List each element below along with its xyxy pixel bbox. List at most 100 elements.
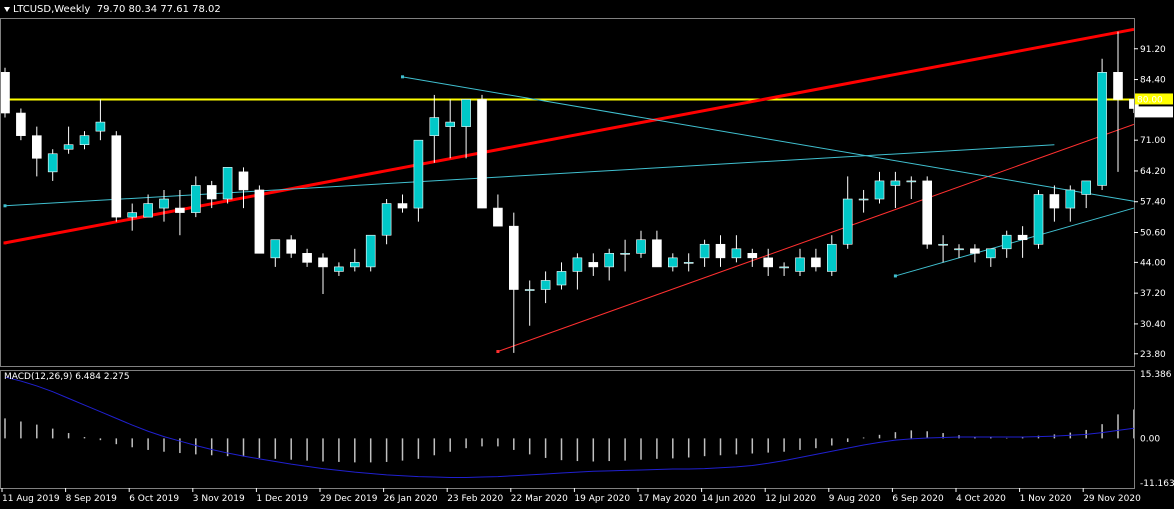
candle-body bbox=[95, 121, 106, 132]
macd-label: MACD(12,26,9) 6.484 2.275 bbox=[4, 372, 130, 382]
candle-body bbox=[731, 248, 742, 259]
candle-body bbox=[349, 262, 360, 268]
candle-body bbox=[1081, 180, 1091, 195]
candle-body bbox=[254, 189, 265, 254]
y-tick-label: 91.20 bbox=[1140, 45, 1166, 55]
candle-body bbox=[413, 139, 424, 209]
candle-body bbox=[191, 185, 201, 213]
x-tick-label: 19 Apr 2020 bbox=[574, 494, 630, 504]
candle-body bbox=[1113, 72, 1123, 100]
x-tick-label: 29 Dec 2019 bbox=[320, 494, 378, 504]
candle-body bbox=[747, 253, 758, 259]
symbol-label: LTCUSD,Weekly bbox=[13, 4, 91, 15]
y-tick-label: 50.60 bbox=[1140, 229, 1166, 239]
macd-panel bbox=[4, 376, 1135, 478]
price-panel-frame bbox=[0, 18, 1135, 367]
y-tick-label: 78.02 bbox=[1137, 108, 1163, 118]
y-tick-label: 84.40 bbox=[1140, 76, 1166, 86]
candle-body bbox=[763, 257, 774, 268]
trendline bbox=[4, 27, 1135, 245]
candle-body bbox=[461, 99, 471, 127]
y-tick-label: 71.00 bbox=[1140, 136, 1166, 146]
candle-body bbox=[127, 212, 137, 218]
candle-body bbox=[588, 262, 599, 268]
candle-body bbox=[572, 257, 583, 272]
trendline bbox=[402, 76, 1134, 202]
y-tick-label: 57.40 bbox=[1140, 198, 1166, 208]
x-tick-label: 3 Nov 2019 bbox=[193, 494, 245, 504]
candle-body bbox=[540, 280, 551, 290]
candle-body bbox=[842, 198, 853, 245]
candle-body bbox=[429, 117, 440, 136]
candle-body bbox=[811, 257, 821, 268]
candle-body bbox=[508, 225, 519, 290]
y-tick-label: 30.40 bbox=[1140, 320, 1166, 330]
candle-body bbox=[1097, 72, 1107, 186]
dropdown-triangle-icon[interactable] bbox=[4, 6, 10, 12]
candle-body bbox=[493, 207, 503, 227]
candle-body bbox=[206, 185, 217, 200]
candle-body bbox=[890, 180, 901, 186]
x-tick-label: 4 Oct 2020 bbox=[956, 494, 1006, 504]
trendline bbox=[497, 123, 1135, 352]
macd-tick-label: 0.00 bbox=[1140, 434, 1160, 444]
y-tick-label: 64.20 bbox=[1140, 167, 1166, 177]
candle-body bbox=[1017, 234, 1028, 241]
x-tick-label: 11 Aug 2019 bbox=[2, 494, 60, 504]
x-tick-label: 6 Oct 2019 bbox=[129, 494, 179, 504]
trendline-anchor bbox=[3, 204, 7, 208]
x-tick-label: 17 May 2020 bbox=[638, 494, 697, 504]
macd-tick-label: 15.386 bbox=[1140, 370, 1172, 380]
candle-body bbox=[0, 72, 10, 114]
candle-body bbox=[334, 266, 344, 272]
x-tick-label: 8 Sep 2019 bbox=[66, 494, 118, 504]
macd-tick-label: -11.163 bbox=[1140, 479, 1174, 489]
candle-body bbox=[365, 234, 376, 268]
candle-body bbox=[906, 180, 917, 183]
trendline-anchor bbox=[496, 350, 500, 354]
candle-body bbox=[222, 167, 233, 200]
macd-signal-line bbox=[4, 376, 1134, 478]
ohlc-label: 79.70 80.34 77.61 78.02 bbox=[96, 4, 221, 15]
candle-body bbox=[111, 135, 122, 218]
y-tick-label: 80.00 bbox=[1137, 95, 1163, 105]
candle-body bbox=[238, 171, 249, 191]
candle-body bbox=[1001, 234, 1012, 250]
candle-body bbox=[79, 135, 90, 146]
candle-body bbox=[604, 253, 615, 268]
axes: 91.20 84.40 80.00 78.02 71.00 64.20 57.40 50.60… bbox=[0, 18, 1174, 504]
x-tick-label: 1 Nov 2020 bbox=[1020, 494, 1072, 504]
trendline-anchor bbox=[401, 75, 404, 79]
candle-body bbox=[31, 135, 42, 159]
x-tick-label: 29 Nov 2020 bbox=[1083, 494, 1141, 504]
y-tick-label: 23.80 bbox=[1140, 350, 1166, 360]
candle-body bbox=[667, 257, 678, 268]
trendline bbox=[895, 207, 1135, 277]
x-tick-label: 1 Dec 2019 bbox=[256, 494, 308, 504]
candle-body bbox=[795, 257, 805, 272]
y-tick-label: 37.20 bbox=[1140, 289, 1166, 299]
x-tick-label: 26 Jan 2020 bbox=[384, 494, 438, 504]
macd-panel-frame bbox=[0, 370, 1135, 489]
candle-body bbox=[16, 112, 26, 136]
candle-body bbox=[270, 239, 281, 259]
candle-body bbox=[1033, 194, 1044, 245]
candle-body bbox=[1049, 194, 1060, 209]
candle-body bbox=[858, 198, 869, 201]
x-tick-label: 23 Feb 2020 bbox=[447, 494, 503, 504]
candle-body bbox=[779, 266, 789, 269]
candle-body bbox=[524, 289, 535, 291]
trendline-anchor bbox=[3, 241, 7, 245]
candle-body bbox=[970, 248, 980, 254]
candle-body bbox=[143, 203, 153, 218]
candle-body bbox=[938, 243, 948, 246]
candle-body bbox=[699, 243, 710, 259]
candle-body bbox=[159, 198, 169, 209]
candle-body bbox=[683, 262, 694, 264]
current-price-box bbox=[1135, 106, 1173, 118]
candle-body bbox=[302, 253, 312, 263]
level-price-box bbox=[1135, 93, 1173, 105]
candle-body bbox=[715, 243, 726, 259]
y-tick-label: 44.00 bbox=[1140, 258, 1166, 268]
candle-body bbox=[874, 180, 885, 200]
